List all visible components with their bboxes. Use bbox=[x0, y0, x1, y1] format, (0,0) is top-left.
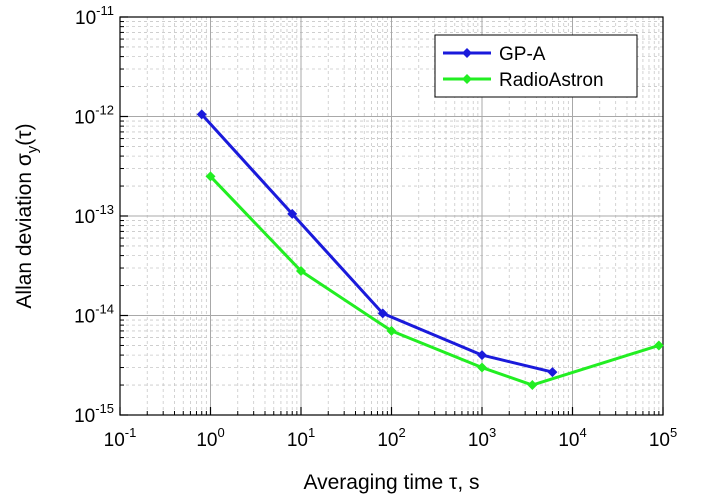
x-axis-title: Averaging time τ, s bbox=[304, 471, 480, 494]
series-line-1 bbox=[200, 113, 553, 374]
x-tick-label: 104 bbox=[558, 425, 586, 451]
legend-label-2: RadioAstron bbox=[499, 70, 604, 91]
y-tick-label: 10-12 bbox=[74, 103, 114, 129]
series-layer bbox=[196, 109, 664, 391]
x-tick-labels: 10-1 100 101 102 103 104 105 bbox=[104, 425, 678, 451]
series-2-point bbox=[477, 362, 487, 373]
y-tick-label: 10-15 bbox=[74, 401, 114, 427]
x-tick-label: 101 bbox=[287, 425, 315, 451]
y-tick-label: 10-14 bbox=[74, 302, 114, 328]
legend: GP-A RadioAstron bbox=[434, 34, 638, 98]
series-1-point bbox=[547, 367, 558, 378]
x-tick-label: 100 bbox=[196, 425, 224, 451]
series-1-point bbox=[287, 208, 298, 219]
series-line-2 bbox=[209, 175, 660, 387]
y-tick-label: 10-13 bbox=[74, 202, 114, 228]
legend-marker-2 bbox=[462, 74, 472, 84]
series-2-point bbox=[386, 325, 397, 336]
series-1-point bbox=[477, 350, 487, 361]
series-2-point bbox=[653, 340, 664, 351]
axis-ticks bbox=[119, 16, 664, 416]
series-2-point bbox=[296, 266, 306, 277]
series-1-point bbox=[196, 109, 207, 120]
x-tick-label: 105 bbox=[649, 425, 677, 451]
legend-label-1: GP-A bbox=[499, 44, 546, 65]
series-2-point bbox=[205, 171, 216, 182]
x-tick-label: 102 bbox=[377, 425, 405, 451]
x-tick-label: 103 bbox=[468, 425, 496, 451]
y-axis-title: Allan deviation σy(τ) bbox=[13, 123, 41, 308]
series-1-point bbox=[377, 308, 388, 319]
x-tick-label: 10-1 bbox=[104, 425, 137, 451]
series-2-point bbox=[527, 380, 538, 391]
legend-box bbox=[434, 34, 638, 98]
legend-marker-1 bbox=[462, 48, 472, 58]
y-tick-labels: 10-15 10-14 10-13 10-12 10-11 bbox=[74, 3, 114, 427]
y-tick-label: 10-11 bbox=[75, 3, 114, 29]
